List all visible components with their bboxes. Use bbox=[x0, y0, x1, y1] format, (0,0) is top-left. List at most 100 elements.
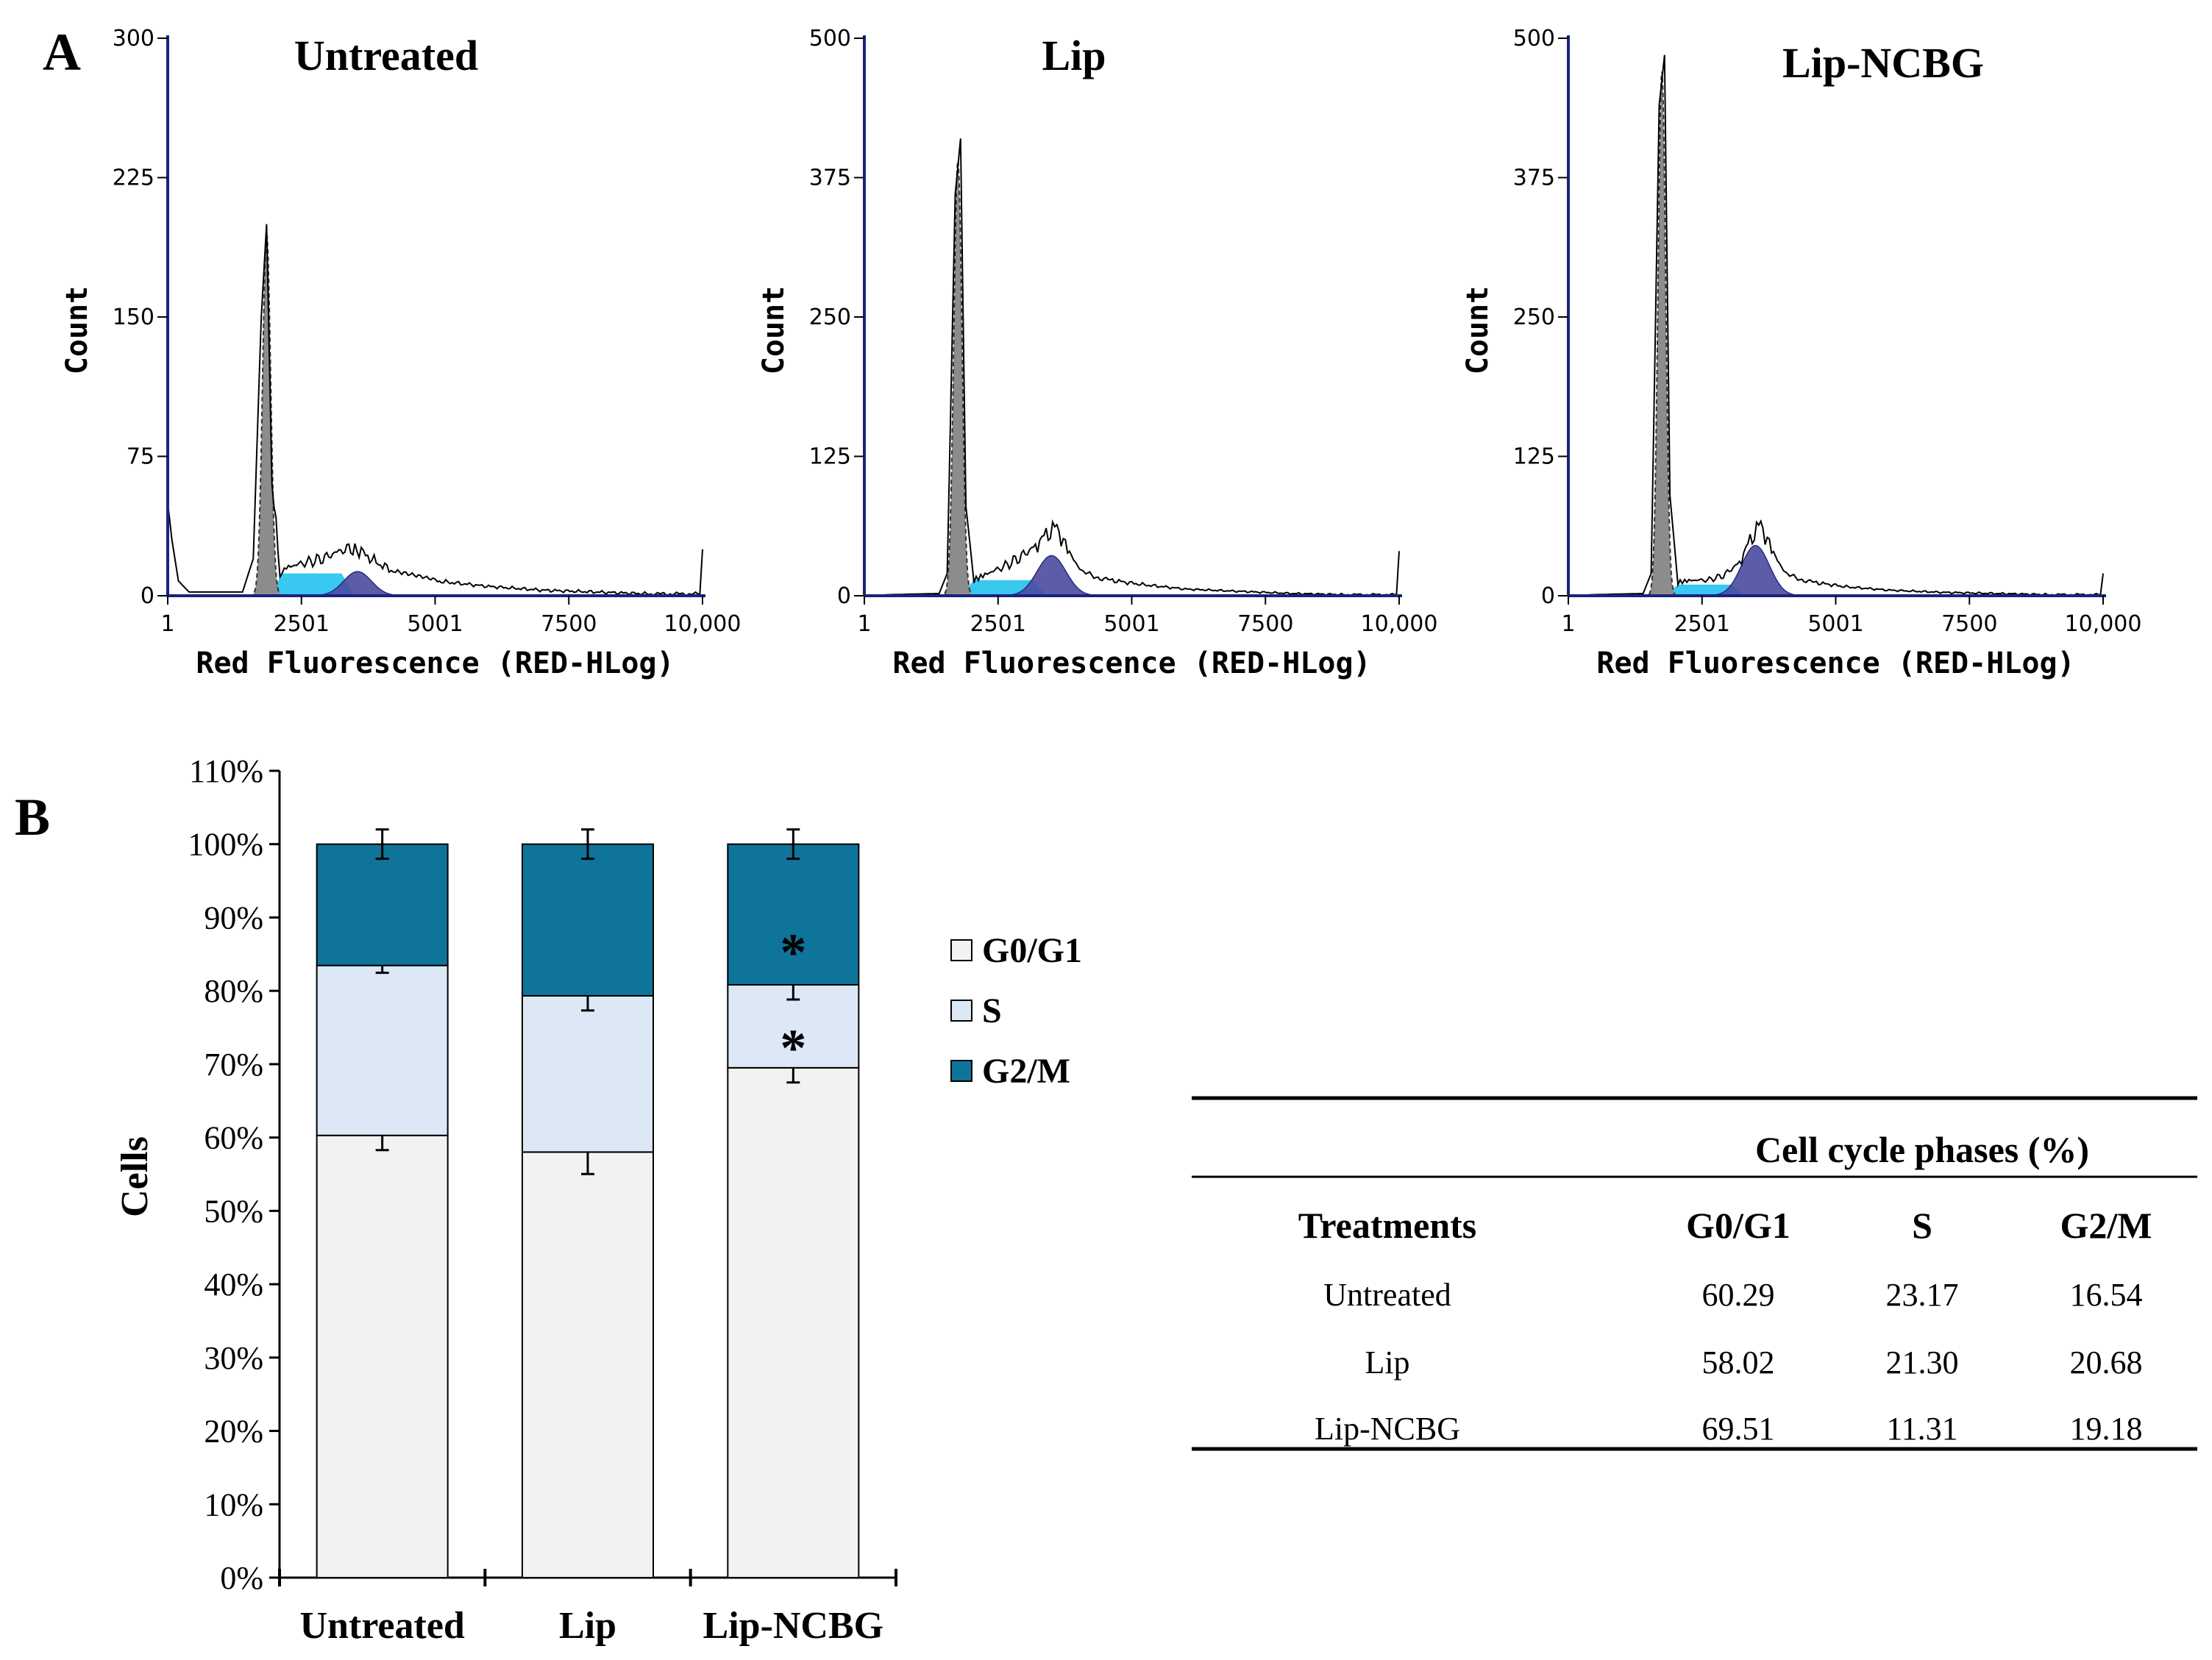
table-cell: 23.17 bbox=[1886, 1277, 1959, 1313]
significance-star: * bbox=[780, 1019, 806, 1077]
y-tick-label: 100% bbox=[188, 827, 263, 863]
x-tick-label: 2501 bbox=[274, 611, 330, 637]
histogram-title: Lip bbox=[1042, 32, 1106, 79]
x-axis-label: Red Fluorescence (RED-HLog) bbox=[1596, 646, 2074, 680]
bar-g0g1-lip bbox=[522, 1151, 654, 1578]
x-tick-label: 5001 bbox=[1807, 611, 1863, 637]
y-tick-label: 300 bbox=[113, 26, 154, 51]
y-tick-label: 150 bbox=[113, 304, 154, 330]
x-tick-label: 7500 bbox=[1237, 611, 1293, 637]
y-tick-label: 375 bbox=[1513, 165, 1555, 191]
table-cell: 16.54 bbox=[2070, 1277, 2143, 1313]
y-tick-label: 90% bbox=[204, 900, 263, 936]
g1-peak-fit bbox=[168, 233, 703, 596]
x-tick-label: 7500 bbox=[1941, 611, 1997, 637]
table-column-header: Treatments bbox=[1298, 1205, 1477, 1246]
table-cell: 21.30 bbox=[1886, 1344, 1959, 1381]
y-tick-label: 70% bbox=[204, 1047, 263, 1083]
y-tick-label: 125 bbox=[1513, 444, 1555, 470]
s-phase-fit bbox=[1568, 584, 2103, 596]
x-tick-label: 1 bbox=[1561, 611, 1575, 637]
s-phase-fit bbox=[168, 573, 703, 596]
significance-star: * bbox=[780, 923, 806, 982]
bar-legend: G0/G1 S G2/M bbox=[950, 931, 1082, 1091]
x-tick-label: 10,000 bbox=[2065, 611, 2142, 637]
y-tick-label: 125 bbox=[809, 444, 851, 470]
table-cell: 20.68 bbox=[2070, 1344, 2143, 1381]
x-tick-label: 1 bbox=[857, 611, 871, 637]
bar-g2m-untreated bbox=[316, 843, 449, 966]
table-cell: 60.29 bbox=[1702, 1277, 1775, 1313]
x-tick-label: 2501 bbox=[970, 611, 1026, 637]
x-tick-label: 2501 bbox=[1674, 611, 1730, 637]
table-cell: 11.31 bbox=[1886, 1411, 1957, 1447]
legend-swatch bbox=[950, 939, 972, 961]
y-axis-label: Cells bbox=[114, 1136, 156, 1217]
x-tick-label: 10,000 bbox=[1361, 611, 1438, 637]
y-tick-label: 500 bbox=[1513, 26, 1555, 51]
category-label: Lip bbox=[559, 1605, 616, 1647]
x-tick-label: 10,000 bbox=[664, 611, 742, 637]
g1-peak-fit bbox=[864, 160, 1399, 596]
table-cell: 19.18 bbox=[2070, 1411, 2143, 1447]
legend-label: G2/M bbox=[982, 1052, 1070, 1091]
g2-peak-fit bbox=[864, 555, 1399, 596]
histogram-trace bbox=[167, 224, 703, 596]
table-cell: 69.51 bbox=[1702, 1411, 1775, 1447]
y-tick-label: 10% bbox=[204, 1486, 263, 1522]
table-group-header: Cell cycle phases (%) bbox=[1755, 1129, 2089, 1170]
y-tick-label: 80% bbox=[204, 973, 263, 1009]
y-tick-label: 75 bbox=[127, 444, 154, 470]
histogram-title: Lip-NCBG bbox=[1782, 39, 1984, 87]
x-tick-label: 5001 bbox=[407, 611, 463, 637]
bar-g0g1-lip-ncbg bbox=[727, 1066, 860, 1579]
histogram-untreated: Untreated 0 75 150 225 300 1 2501 5001 7500 10,000… bbox=[60, 26, 741, 680]
bar-s-lip bbox=[522, 994, 654, 1153]
y-axis-label: Count bbox=[60, 286, 94, 374]
x-tick-label: 7500 bbox=[541, 611, 597, 637]
y-tick-label: 0 bbox=[837, 583, 851, 609]
y-tick-label: 375 bbox=[809, 165, 851, 191]
bar-g2m-lip-ncbg bbox=[727, 843, 860, 986]
y-axis-label: Count bbox=[757, 286, 791, 374]
category-label: Untreated bbox=[300, 1605, 465, 1647]
table-cell: Untreated bbox=[1323, 1277, 1451, 1313]
stacked-bar-chart: 0% 10% 20% 30% 40% 50% 60% 70% 80% 90% 100% 110% Cel… bbox=[114, 753, 897, 1647]
x-axis-label: Red Fluorescence (RED-HLog) bbox=[196, 646, 674, 680]
y-tick-label: 0 bbox=[141, 583, 154, 609]
y-tick-label: 60% bbox=[204, 1120, 263, 1156]
bar-g0g1-untreated bbox=[316, 1134, 449, 1578]
y-tick-label: 225 bbox=[113, 165, 154, 191]
bar-s-untreated bbox=[316, 964, 449, 1136]
table-cell: 58.02 bbox=[1702, 1344, 1775, 1381]
histogram-trace bbox=[864, 138, 1400, 596]
table-column-header: S bbox=[1912, 1205, 1932, 1246]
g1-peak-fit bbox=[1568, 71, 2103, 596]
s-phase-fit bbox=[864, 580, 1399, 596]
y-tick-label: 0% bbox=[220, 1560, 263, 1596]
legend-swatch bbox=[950, 1060, 972, 1082]
y-tick-label: 50% bbox=[204, 1193, 263, 1229]
y-tick-label: 30% bbox=[204, 1340, 263, 1376]
table-column-header: G2/M bbox=[2060, 1205, 2152, 1246]
panel-b-label: B bbox=[15, 788, 50, 847]
x-tick-label: 5001 bbox=[1103, 611, 1159, 637]
y-tick-label: 110% bbox=[189, 753, 263, 789]
y-tick-label: 250 bbox=[1513, 304, 1555, 330]
legend-label: S bbox=[982, 991, 1002, 1030]
table-cell: Lip-NCBG bbox=[1315, 1411, 1460, 1447]
table-column-header: G0/G1 bbox=[1686, 1205, 1790, 1246]
bar-g2m-lip bbox=[522, 843, 654, 997]
legend-label: G0/G1 bbox=[982, 931, 1082, 970]
category-label: Lip-NCBG bbox=[703, 1605, 884, 1647]
table-cell: Lip bbox=[1365, 1344, 1409, 1381]
g2-peak-fit bbox=[1568, 545, 2103, 596]
cell-cycle-table: Cell cycle phases (%) Treatments G0/G1 S G2/… bbox=[1192, 1096, 2197, 1451]
legend-swatch bbox=[950, 1000, 972, 1022]
histogram-title: Untreated bbox=[294, 32, 478, 79]
y-axis-label: Count bbox=[1461, 286, 1495, 374]
x-tick-label: 1 bbox=[160, 611, 174, 637]
histogram-trace bbox=[1568, 54, 2104, 596]
